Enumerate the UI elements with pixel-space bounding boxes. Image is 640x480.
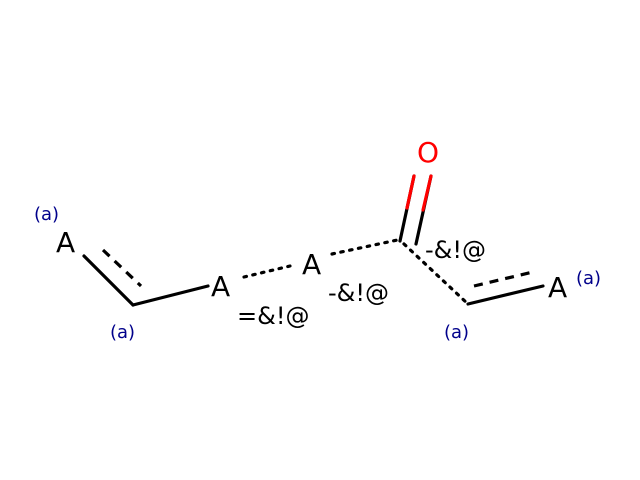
atom-a2: A [211, 270, 230, 303]
bond-label-single-any-mid: -&!@ [328, 279, 389, 307]
annotation-right-mid: (a) [444, 322, 469, 343]
annotation-right-end: (a) [576, 268, 601, 289]
atom-oxygen: O [417, 136, 439, 169]
annotation-bottom-left: (a) [110, 322, 135, 343]
bond-a3-c2 [330, 237, 404, 256]
bond-a1-c1-dashed [101, 248, 143, 288]
bond-a1-c1-solid [82, 254, 135, 307]
bond-c3-a4-solid [466, 284, 545, 306]
bond-a2-a3 [242, 264, 292, 279]
atom-a3: A [302, 248, 321, 281]
bond-c2-c3 [402, 242, 470, 306]
annotation-top-left: (a) [34, 204, 59, 225]
atom-a4: A [548, 271, 567, 304]
atom-a1: A [56, 226, 75, 259]
bond-c2-o-red-segment-1 [405, 174, 416, 210]
bond-label-single-any-right: -&!@ [425, 236, 486, 264]
bond-label-double-any: =&!@ [237, 302, 309, 330]
bond-c2-o-red-segment-2 [421, 174, 433, 212]
bond-c3-a4-dashed [473, 270, 534, 288]
bond-c1-a2 [131, 284, 210, 307]
